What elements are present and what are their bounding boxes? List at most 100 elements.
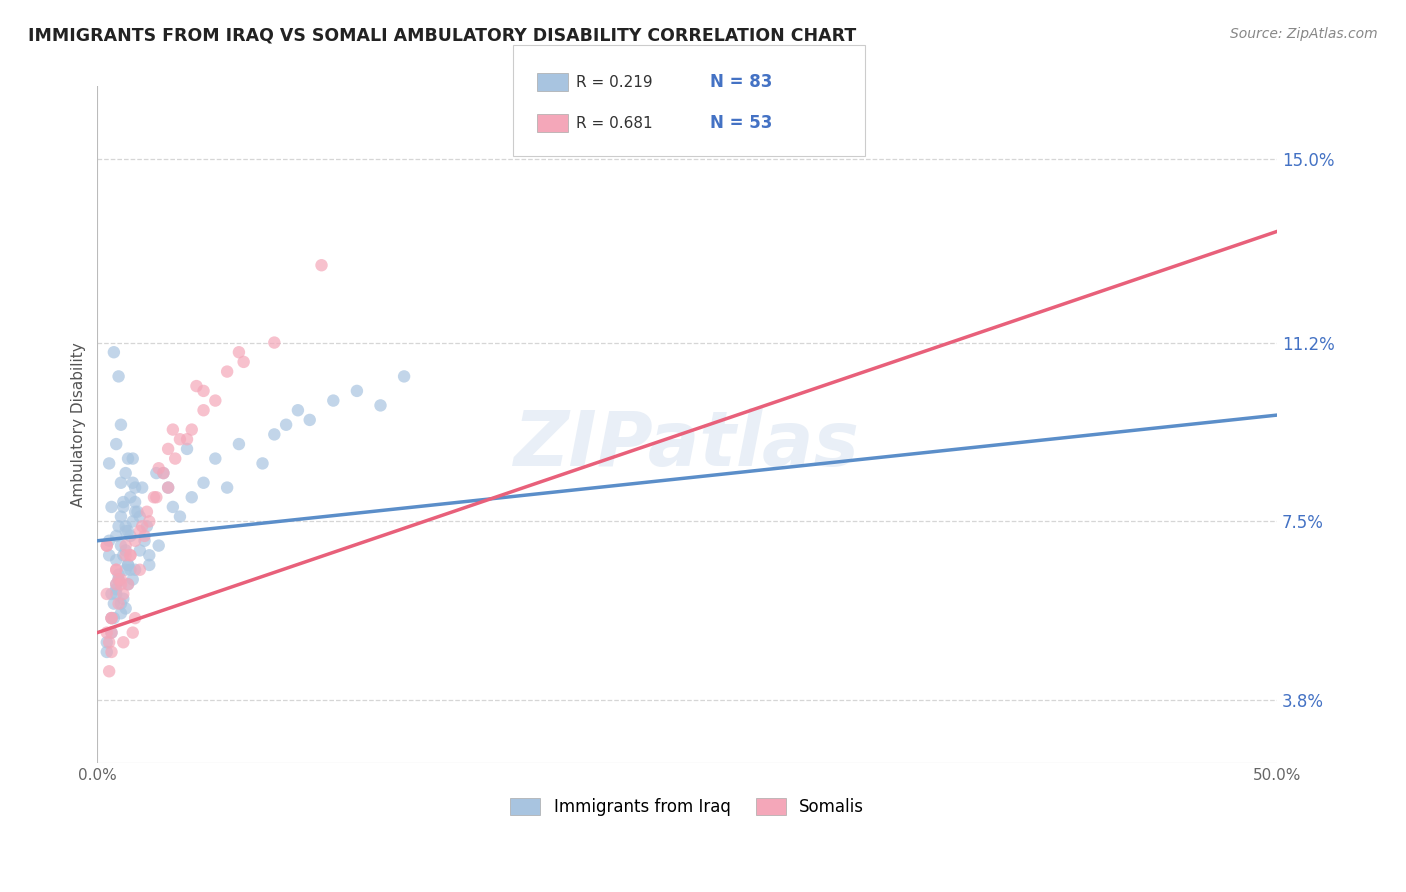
Point xyxy=(228,345,250,359)
Point xyxy=(121,625,143,640)
Point xyxy=(98,457,121,471)
Point xyxy=(114,601,136,615)
Point xyxy=(145,490,167,504)
Point xyxy=(193,475,215,490)
Point xyxy=(110,577,132,591)
Point xyxy=(96,587,118,601)
Point xyxy=(274,417,297,432)
Point xyxy=(135,519,157,533)
Point xyxy=(124,481,146,495)
Point xyxy=(107,519,129,533)
Point xyxy=(96,625,118,640)
Point xyxy=(100,645,122,659)
Point xyxy=(120,548,142,562)
Point xyxy=(204,393,226,408)
Point xyxy=(100,611,122,625)
Point xyxy=(114,548,136,562)
Point xyxy=(105,577,128,591)
Point xyxy=(103,611,125,625)
Point xyxy=(120,563,142,577)
Point xyxy=(110,607,132,621)
Point xyxy=(114,466,136,480)
Point xyxy=(152,466,174,480)
Point xyxy=(162,423,184,437)
Point xyxy=(112,587,135,601)
Point xyxy=(134,529,156,543)
Point xyxy=(110,539,132,553)
Point xyxy=(180,490,202,504)
Point xyxy=(98,548,121,562)
Point xyxy=(105,563,128,577)
Point xyxy=(100,611,122,625)
Point xyxy=(180,423,202,437)
Point xyxy=(117,577,139,591)
Point xyxy=(107,567,129,582)
Point xyxy=(162,500,184,514)
Point xyxy=(134,533,156,548)
Point xyxy=(193,384,215,398)
Text: R = 0.219: R = 0.219 xyxy=(576,75,652,89)
Point xyxy=(105,582,128,596)
Point xyxy=(176,442,198,456)
Point xyxy=(107,573,129,587)
Point xyxy=(165,451,187,466)
Point xyxy=(157,481,180,495)
Point xyxy=(127,505,149,519)
Point xyxy=(157,481,180,495)
Point xyxy=(117,524,139,538)
Point xyxy=(96,645,118,659)
Point xyxy=(311,258,333,272)
Point xyxy=(121,515,143,529)
Point xyxy=(107,597,129,611)
Point xyxy=(138,558,160,572)
Point xyxy=(110,509,132,524)
Text: N = 83: N = 83 xyxy=(710,73,772,91)
Point xyxy=(298,413,321,427)
Point xyxy=(152,466,174,480)
Point xyxy=(193,403,215,417)
Point xyxy=(110,573,132,587)
Text: ZIPatlas: ZIPatlas xyxy=(515,408,860,482)
Point xyxy=(110,597,132,611)
Point xyxy=(263,427,285,442)
Point xyxy=(135,505,157,519)
Point xyxy=(124,505,146,519)
Point xyxy=(103,345,125,359)
Point xyxy=(232,355,254,369)
Point xyxy=(112,591,135,606)
Point xyxy=(121,451,143,466)
Point xyxy=(169,432,191,446)
Point xyxy=(112,495,135,509)
Point xyxy=(148,539,170,553)
Point xyxy=(370,398,392,412)
Point xyxy=(120,548,142,562)
Point xyxy=(186,379,208,393)
Point xyxy=(287,403,309,417)
Text: R = 0.681: R = 0.681 xyxy=(576,116,652,130)
Point xyxy=(114,519,136,533)
Point xyxy=(100,625,122,640)
Point xyxy=(112,500,135,514)
Point xyxy=(117,451,139,466)
Point xyxy=(204,451,226,466)
Point xyxy=(138,548,160,562)
Point xyxy=(107,369,129,384)
Point xyxy=(105,563,128,577)
Point xyxy=(114,539,136,553)
Point xyxy=(107,573,129,587)
Point xyxy=(143,490,166,504)
Point xyxy=(112,635,135,649)
Point xyxy=(176,432,198,446)
Text: Source: ZipAtlas.com: Source: ZipAtlas.com xyxy=(1230,27,1378,41)
Point xyxy=(252,457,274,471)
Point xyxy=(114,563,136,577)
Point xyxy=(105,553,128,567)
Point xyxy=(105,437,128,451)
Point xyxy=(120,490,142,504)
Point xyxy=(124,495,146,509)
Point xyxy=(117,558,139,572)
Point xyxy=(103,597,125,611)
Point xyxy=(263,335,285,350)
Point xyxy=(110,475,132,490)
Point xyxy=(128,509,150,524)
